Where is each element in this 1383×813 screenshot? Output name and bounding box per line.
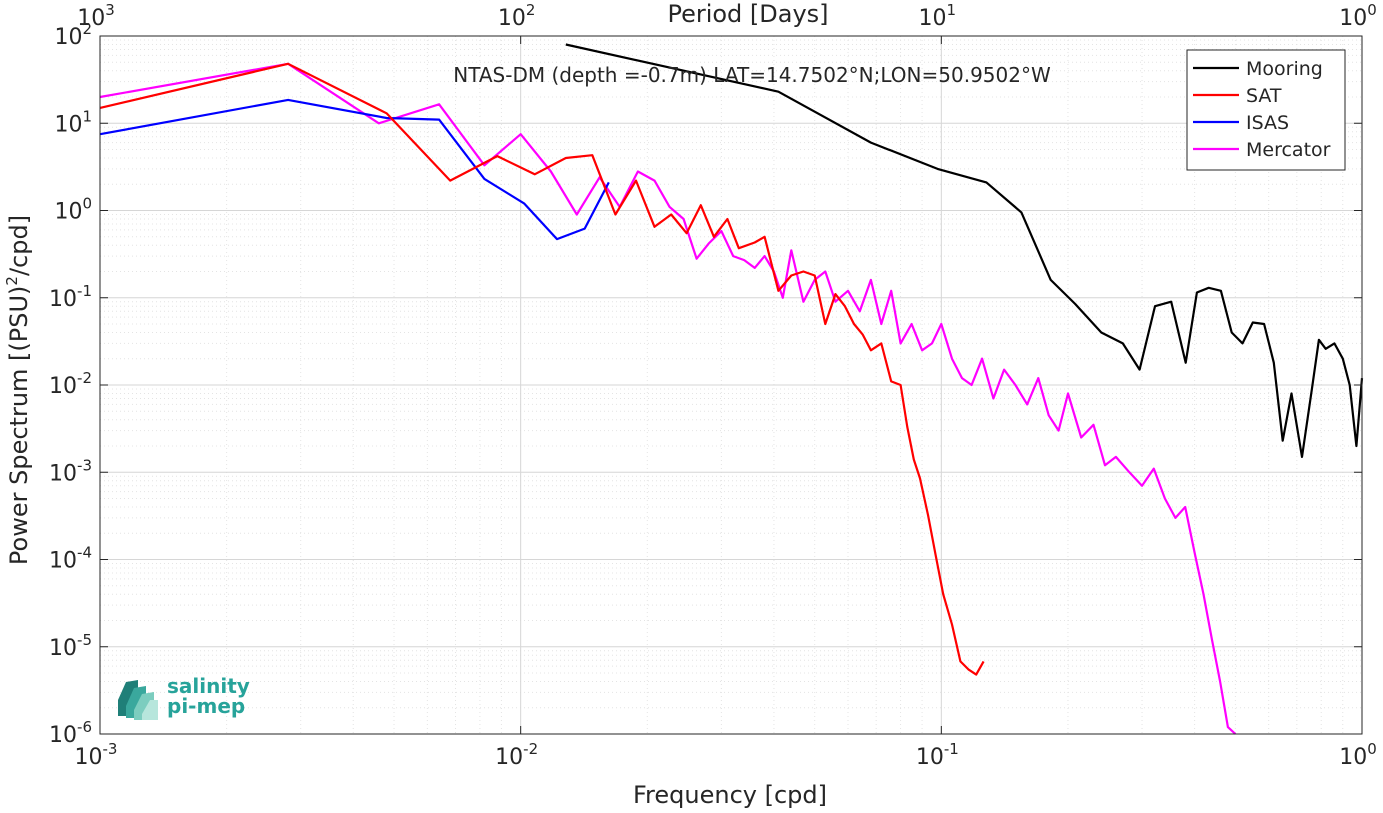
y-tick-label-base: 10 — [54, 25, 82, 50]
top-tick-label-exponent: 2 — [526, 1, 536, 19]
legend-label-mooring: Mooring — [1246, 58, 1323, 80]
x-tick-label-base: 10 — [1339, 745, 1367, 770]
top-tick-label: 103 — [77, 1, 115, 31]
x-tick-label-base: 10 — [916, 745, 944, 770]
y-tick-label-base: 10 — [49, 461, 77, 486]
y-tick-label: 102 — [54, 20, 92, 50]
ticks-layer — [99, 35, 1363, 735]
top-tick-label: 102 — [498, 1, 536, 31]
y-tick-label-exponent: -1 — [77, 282, 92, 300]
top-tick-label: 101 — [919, 1, 957, 31]
y-tick-label-exponent: -2 — [77, 369, 92, 387]
y-tick-label-base: 10 — [49, 636, 77, 661]
logo-text-line2: pi-mep — [167, 694, 245, 718]
top-tick-label-base: 10 — [77, 6, 105, 31]
series-line-mooring — [565, 43, 1364, 458]
y-tick-label: 10-5 — [49, 631, 92, 661]
y-axis-label-tail: /cpd] — [5, 215, 33, 276]
series-line-sat — [99, 62, 985, 676]
y-tick-label-base: 10 — [49, 287, 77, 312]
legend-label-sat: SAT — [1246, 85, 1282, 107]
y-tick-label-exponent: -6 — [77, 718, 92, 736]
top-tick-label: 100 — [1339, 1, 1377, 31]
y-tick-label: 10-1 — [49, 282, 92, 312]
y-tick-label-exponent: 2 — [82, 20, 92, 38]
series-line-isas — [99, 98, 610, 241]
top-tick-label-exponent: 0 — [1367, 1, 1377, 19]
legend-label-isas: ISAS — [1246, 112, 1289, 134]
x-tick-label: 100 — [1339, 740, 1377, 770]
y-tick-label-base: 10 — [54, 200, 82, 225]
chart-title: NTAS-DM (depth =-0.7m) LAT=14.7502°N;LON… — [453, 63, 1051, 87]
y-axis-label-main: Power Spectrum [(PSU) — [5, 286, 33, 565]
top-tick-label-exponent: 3 — [105, 1, 115, 19]
logo-text-line1: salinity — [167, 674, 250, 698]
x-tick-label-exponent: 0 — [1367, 740, 1377, 758]
top-x-axis-label: Period [Days] — [667, 0, 828, 28]
x-axis-label: Frequency [cpd] — [633, 781, 827, 809]
y-axis-label: Power Spectrum [(PSU)2/cpd] — [3, 215, 33, 565]
top-tick-label-exponent: 1 — [947, 1, 957, 19]
legend: Mooring SAT ISAS Mercator — [1186, 49, 1346, 171]
top-tick-label-base: 10 — [919, 6, 947, 31]
x-tick-label-exponent: -3 — [103, 740, 118, 758]
y-tick-label: 100 — [54, 195, 92, 225]
y-tick-label-exponent: 1 — [82, 107, 92, 125]
y-tick-label-base: 10 — [49, 549, 77, 574]
y-axis-label-superscript: 2 — [3, 276, 21, 286]
y-tick-label-exponent: -3 — [77, 456, 92, 474]
x-tick-label: 10-3 — [75, 740, 118, 770]
y-tick-label-exponent: -4 — [77, 544, 92, 562]
major-grid — [99, 35, 1363, 735]
series-layer — [99, 43, 1364, 735]
x-tick-label: 10-2 — [495, 740, 538, 770]
logo-wave-icon — [118, 680, 158, 720]
top-tick-label-base: 10 — [1339, 6, 1367, 31]
x-tick-label-base: 10 — [75, 745, 103, 770]
top-tick-label-base: 10 — [498, 6, 526, 31]
salinity-pi-mep-logo: salinity pi-mep — [118, 674, 250, 720]
x-tick-label-base: 10 — [495, 745, 523, 770]
x-tick-label-exponent: -2 — [523, 740, 538, 758]
y-tick-label: 101 — [54, 107, 92, 137]
series-line-mercator — [99, 62, 1237, 735]
y-tick-label-exponent: -5 — [77, 631, 92, 649]
y-tick-label: 10-4 — [49, 544, 92, 574]
x-tick-label: 10-1 — [916, 740, 959, 770]
x-tick-label-exponent: -1 — [944, 740, 959, 758]
y-tick-label-base: 10 — [49, 723, 77, 748]
y-tick-label-base: 10 — [54, 112, 82, 137]
y-tick-label: 10-2 — [49, 369, 92, 399]
legend-label-mercator: Mercator — [1246, 139, 1331, 161]
y-tick-label-base: 10 — [49, 374, 77, 399]
y-tick-label: 10-6 — [49, 718, 92, 748]
y-tick-label: 10-3 — [49, 456, 92, 486]
y-tick-label-exponent: 0 — [82, 195, 92, 213]
